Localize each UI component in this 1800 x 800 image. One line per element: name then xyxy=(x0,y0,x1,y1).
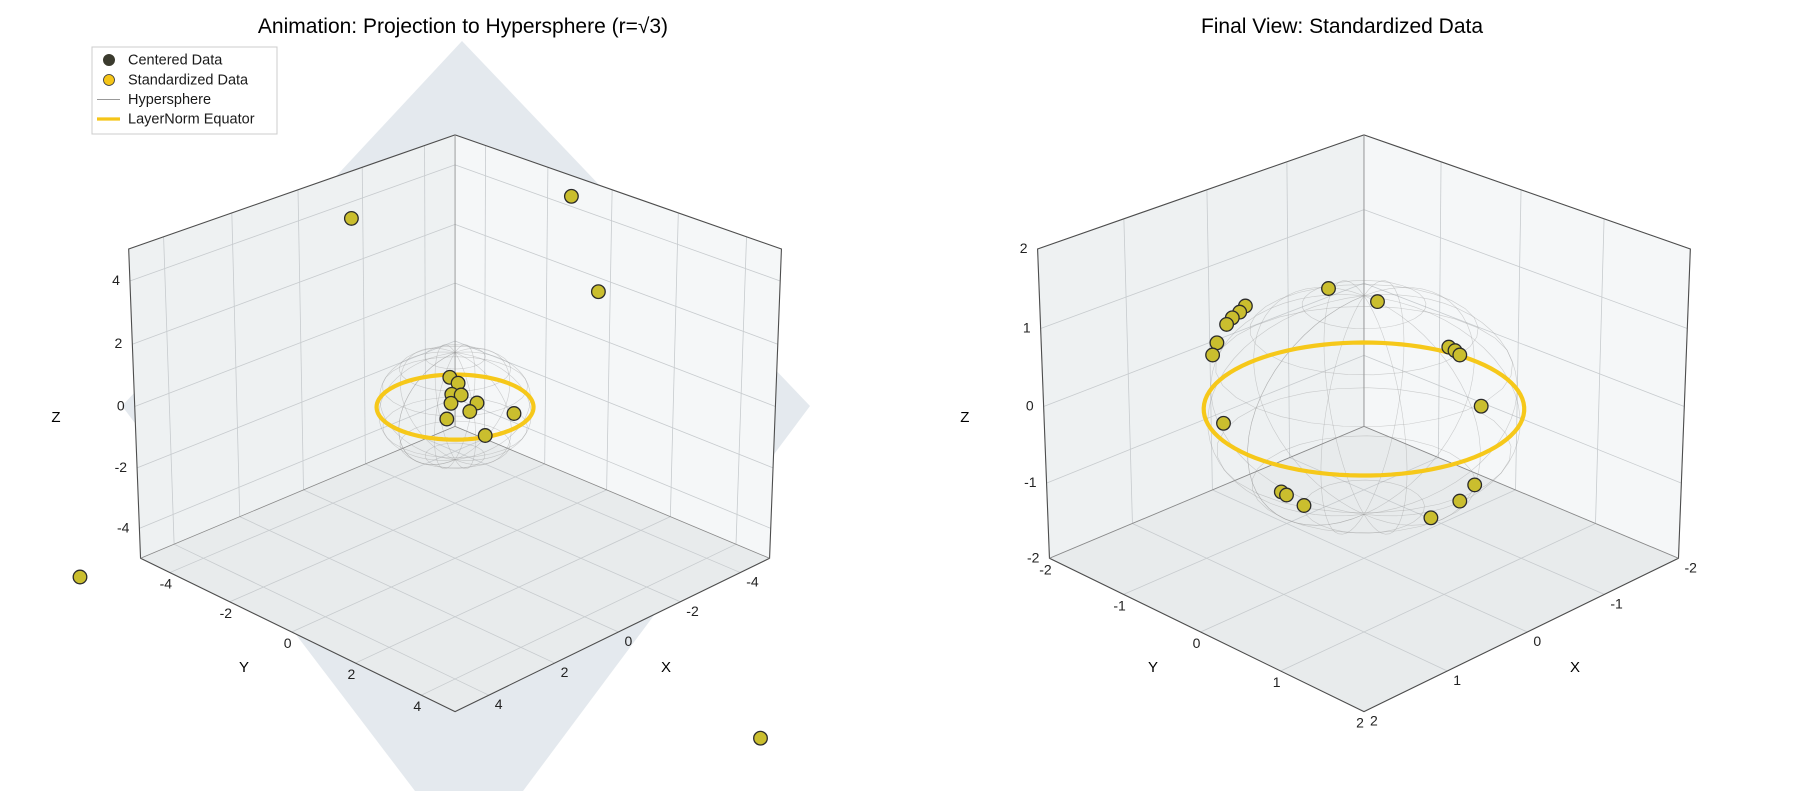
svg-text:-1: -1 xyxy=(1610,595,1623,611)
svg-text:-2: -2 xyxy=(1027,549,1040,565)
svg-text:1: 1 xyxy=(1453,672,1461,688)
svg-text:Hypersphere: Hypersphere xyxy=(128,92,211,108)
svg-text:-2: -2 xyxy=(1684,559,1697,575)
svg-text:X: X xyxy=(1570,659,1580,676)
svg-text:0: 0 xyxy=(624,633,632,649)
svg-text:2: 2 xyxy=(561,664,569,680)
svg-text:-2: -2 xyxy=(115,459,128,475)
svg-text:0: 0 xyxy=(1193,635,1201,651)
svg-text:1: 1 xyxy=(1273,674,1281,690)
svg-text:Z: Z xyxy=(960,409,969,426)
svg-text:Y: Y xyxy=(1148,659,1158,676)
svg-text:4: 4 xyxy=(112,272,120,288)
svg-text:-4: -4 xyxy=(746,574,759,590)
svg-text:Standardized Data: Standardized Data xyxy=(128,73,249,89)
svg-text:-1: -1 xyxy=(1024,474,1037,490)
svg-text:-2: -2 xyxy=(220,605,233,621)
svg-text:2: 2 xyxy=(115,335,123,351)
svg-text:Animation: Projection to Hyper: Animation: Projection to Hypersphere (r=… xyxy=(258,15,668,38)
svg-text:0: 0 xyxy=(1533,633,1541,649)
svg-text:-1: -1 xyxy=(1113,597,1126,613)
svg-text:-4: -4 xyxy=(117,519,130,535)
svg-text:4: 4 xyxy=(413,698,421,714)
svg-text:0: 0 xyxy=(117,397,125,413)
svg-text:Z: Z xyxy=(51,409,60,426)
svg-text:4: 4 xyxy=(495,696,503,712)
svg-text:-2: -2 xyxy=(686,603,699,619)
svg-text:-2: -2 xyxy=(1039,561,1052,577)
svg-text:0: 0 xyxy=(1026,397,1034,413)
svg-text:X: X xyxy=(661,659,671,676)
svg-text:Y: Y xyxy=(239,659,249,676)
svg-text:2: 2 xyxy=(1356,715,1364,731)
svg-text:0: 0 xyxy=(284,635,292,651)
svg-text:LayerNorm Equator: LayerNorm Equator xyxy=(128,112,255,128)
svg-text:2: 2 xyxy=(1020,240,1028,256)
svg-text:-4: -4 xyxy=(160,576,173,592)
svg-text:2: 2 xyxy=(348,666,356,682)
svg-text:Final View: Standardized Data: Final View: Standardized Data xyxy=(1201,15,1483,38)
svg-text:1: 1 xyxy=(1023,319,1031,335)
svg-text:Centered Data: Centered Data xyxy=(128,53,223,69)
svg-text:2: 2 xyxy=(1370,713,1378,729)
